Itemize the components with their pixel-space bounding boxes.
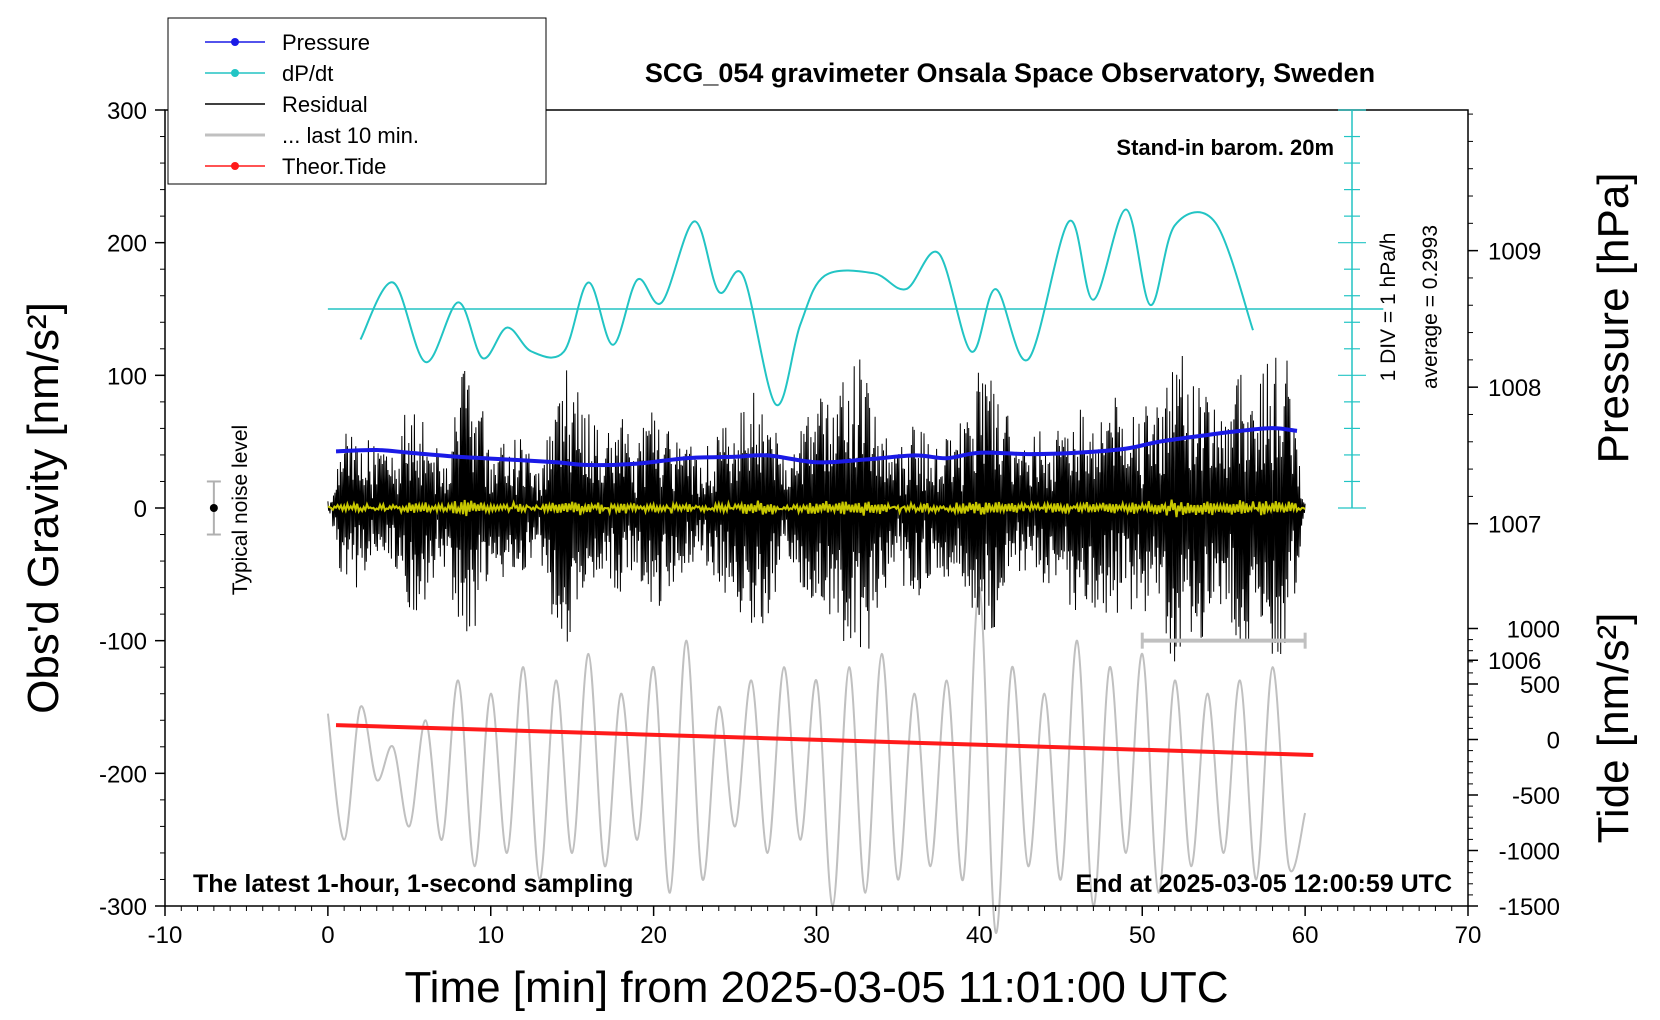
pressure-tick-label-1: 1007 [1488, 512, 1541, 539]
x-tick-label-0: -10 [148, 922, 183, 949]
legend: Pressure dP/dt Residual ... last 10 min. The… [167, 17, 547, 185]
bottom-right-note: End at 2025-03-05 12:00:59 UTC [1075, 870, 1452, 898]
x-tick-label-6: 50 [1129, 922, 1156, 949]
tide-tick-label-1: -1000 [1499, 839, 1560, 866]
legend-marker-4 [231, 162, 239, 170]
y-axis-label: Obs'd Gravity [nm/s²] [19, 302, 68, 714]
y-tick-label-4: 100 [107, 363, 147, 390]
y-tick-label-1: -200 [99, 761, 147, 788]
legend-label-3: ... last 10 min. [282, 123, 419, 148]
legend-label-0: Pressure [282, 30, 370, 55]
bottom-left-note: The latest 1-hour, 1-second sampling [193, 870, 633, 898]
dpdt-average-note: average = 0.2993 [1419, 225, 1442, 389]
x-tick-label-1: 0 [321, 922, 334, 949]
x-tick-label-5: 40 [966, 922, 993, 949]
noise-label: Typical noise level [229, 425, 252, 595]
x-tick-label-8: 70 [1455, 922, 1482, 949]
y-tick-label-6: 300 [107, 98, 147, 125]
barometer-note: Stand-in barom. 20m [1116, 135, 1334, 160]
legend-box [167, 17, 547, 185]
tide-tick-label-0: -1500 [1499, 894, 1560, 921]
y-tick-label-3: 0 [134, 496, 147, 523]
chart-title: SCG_054 gravimeter Onsala Space Observat… [645, 58, 1375, 88]
legend-label-4: Theor.Tide [282, 154, 386, 179]
pressure-tick-label-3: 1009 [1488, 239, 1541, 266]
series-dpdt [359, 208, 1254, 406]
pressure-tick-label-0: 1006 [1488, 648, 1541, 675]
pressure-axis-label: Pressure [hPa] [1589, 172, 1638, 463]
series-residual [327, 355, 1306, 662]
y-tick-label-0: -300 [99, 894, 147, 921]
x-tick-label-3: 20 [640, 922, 667, 949]
legend-label-2: Residual [282, 92, 368, 117]
tide-axis-label: Tide [nm/s²] [1589, 613, 1638, 844]
dpdt-scale-note: 1 DIV = 1 hPa/h [1377, 233, 1400, 382]
annotations-layer: Typical noise level SCG_054 gravimeter On… [193, 58, 1452, 898]
y-tick-label-5: 200 [107, 231, 147, 258]
legend-label-1: dP/dt [282, 61, 333, 86]
series-layer [326, 208, 1384, 934]
tide-tick-label-3: 0 [1547, 728, 1560, 755]
series-pressure [335, 426, 1298, 468]
series-last-10-min [326, 586, 1307, 934]
x-axis-label: Time [min] from 2025-03-05 11:01:00 UTC [404, 963, 1228, 1012]
x-tick-label-2: 10 [477, 922, 504, 949]
pressure-tick-label-2: 1008 [1488, 375, 1541, 402]
tide-tick-label-2: -500 [1512, 783, 1560, 810]
legend-marker-1 [231, 69, 239, 77]
series-residual-smoothed [327, 499, 1306, 518]
series-theor-tide [335, 723, 1314, 757]
noise-dot [209, 504, 218, 512]
y-tick-label-2: -100 [99, 629, 147, 656]
x-tick-label-7: 60 [1292, 922, 1319, 949]
tide-tick-label-5: 1000 [1507, 617, 1560, 644]
tide-tick-label-4: 500 [1520, 672, 1560, 699]
legend-marker-0 [231, 38, 239, 46]
x-tick-label-4: 30 [803, 922, 830, 949]
